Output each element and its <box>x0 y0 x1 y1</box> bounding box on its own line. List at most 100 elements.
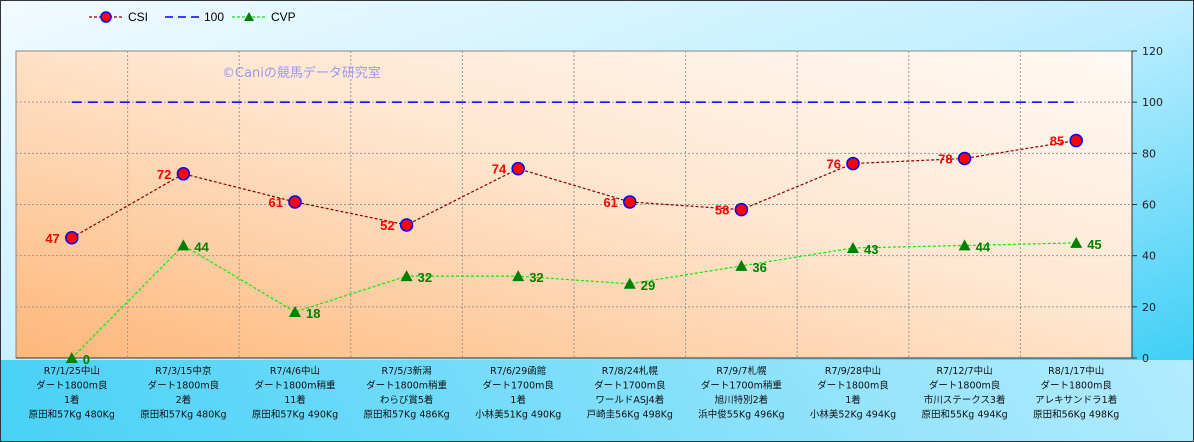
x-tick-label: 原田和57Kg 480Kg <box>140 410 226 421</box>
legend-marker-triangle <box>244 12 254 21</box>
x-tick-label: ダート1700m良 <box>594 380 666 392</box>
x-tick-label: R7/8/24札幌 <box>602 365 659 377</box>
data-label-csi: 47 <box>45 231 59 246</box>
data-point-cvp <box>623 277 636 289</box>
series-line-csi <box>71 139 1077 239</box>
x-tick-label: 原田和56Kg 498Kg <box>1033 410 1119 421</box>
data-label-cvp: 32 <box>529 270 543 285</box>
data-label-csi: 61 <box>269 195 283 210</box>
x-tick-label: ダート1800m良 <box>148 380 220 392</box>
x-tick-label: R7/9/7札幌 <box>716 365 767 377</box>
x-tick-label: R7/1/25中山 <box>44 365 100 377</box>
data-point-csi <box>176 167 191 181</box>
data-point-cvp <box>65 352 78 363</box>
data-point-cvp <box>958 239 971 251</box>
data-point-csi <box>511 161 525 176</box>
x-tick-label: 11着 <box>284 394 306 406</box>
x-tick-label: ダート1800m良 <box>1040 380 1112 392</box>
data-point-cvp <box>1070 236 1083 248</box>
x-tick-label: 原田和55Kg 494Kg <box>921 410 1007 421</box>
y-tick-label: 80 <box>1142 147 1156 160</box>
data-label-csi: 85 <box>1050 134 1064 149</box>
data-label-cvp: 18 <box>306 306 320 321</box>
x-tick-label: 小林美51Kg 490Kg <box>475 409 561 421</box>
x-tick-label: 1着 <box>510 394 526 406</box>
x-tick-label: ダート1700m稍重 <box>701 380 782 392</box>
x-tick-label: 市川ステークス3着 <box>924 394 1006 406</box>
x-tick-label: 原田和57Kg 490Kg <box>252 410 338 421</box>
data-point-csi <box>399 218 414 232</box>
y-axis: 0 20 40 60 80 100 120 <box>16 45 1163 365</box>
data-label-csi: 61 <box>603 195 617 210</box>
data-point-csi <box>623 195 637 209</box>
y-tick-label: 60 <box>1142 199 1156 212</box>
x-tick-label: 浜中俊55Kg 496Kg <box>698 409 784 421</box>
y-tick-label: 20 <box>1142 301 1156 314</box>
data-label-cvp: 32 <box>418 270 432 285</box>
legend-label-cvp: CVP <box>271 10 296 24</box>
data-point-cvp <box>289 305 301 317</box>
data-label-csi: 58 <box>715 203 729 218</box>
x-tick-label: わらび賞5着 <box>380 394 434 406</box>
data-point-cvp <box>177 239 190 251</box>
x-tick-label: R8/1/17中山 <box>1048 365 1104 377</box>
x-tick-label: ダート1800m稍重 <box>255 380 336 392</box>
data-point-cvp <box>735 259 748 271</box>
x-tick-label: 戸崎圭56Kg 498Kg <box>587 409 673 421</box>
x-tick-label: R7/6/29函館 <box>490 365 546 377</box>
grid <box>16 51 1132 358</box>
x-tick-label: R7/5/3新潟 <box>382 365 432 377</box>
data-point-csi <box>846 156 860 171</box>
x-tick-label: R7/3/15中京 <box>155 365 211 377</box>
data-label-csi: 78 <box>938 151 952 166</box>
data-point-csi <box>734 202 749 217</box>
y-tick-label: 40 <box>1142 250 1156 263</box>
data-label-cvp: 45 <box>1087 237 1101 252</box>
legend-marker-circle <box>100 11 112 23</box>
x-tick-label: アレキサンドラ1着 <box>1035 394 1117 406</box>
data-point-csi <box>288 195 302 209</box>
data-point-cvp <box>400 270 413 282</box>
x-tick-label: ダート1800m稍重 <box>366 380 447 392</box>
x-tick-label: R7/9/28中山 <box>825 365 881 377</box>
data-label-cvp: 0 <box>83 352 90 367</box>
x-tick-label: 原田和57Kg 486Kg <box>363 410 449 421</box>
x-tick-label: ダート1700m良 <box>482 380 554 392</box>
data-label-csi: 72 <box>157 167 171 182</box>
legend-label-csi: CSI <box>128 10 148 24</box>
series-line-cvp <box>71 242 1077 359</box>
y-tick-label: 0 <box>1142 352 1149 365</box>
x-tick-label: R7/4/6中山 <box>270 365 320 377</box>
watermark: ©Caniの競馬データ研究室 <box>222 65 381 81</box>
x-tick-label: 1着 <box>845 394 861 406</box>
data-label-csi: 52 <box>380 218 394 233</box>
x-tick-label: 旭川特別2着 <box>715 394 769 406</box>
data-point-cvp <box>847 241 859 253</box>
x-tick-label: 原田和57Kg 480Kg <box>29 410 115 421</box>
legend-label-100: 100 <box>204 10 224 24</box>
data-point-cvp <box>512 270 525 282</box>
data-label-cvp: 36 <box>752 260 766 275</box>
x-tick-label: R7/12/7中山 <box>937 365 993 377</box>
x-tick-label: ダート1800m良 <box>929 380 1001 392</box>
x-tick-label: 2着 <box>176 394 192 406</box>
data-label-cvp: 43 <box>864 242 878 257</box>
data-label-cvp: 44 <box>976 239 991 254</box>
data-point-csi <box>65 231 79 245</box>
legend: CSI 100 CVP <box>89 10 296 24</box>
y-tick-label: 100 <box>1142 96 1163 109</box>
data-label-cvp: 29 <box>641 278 655 293</box>
data-point-csi <box>1069 133 1083 148</box>
x-tick-label: ダート1800m良 <box>36 380 108 392</box>
x-tick-label: ダート1800m良 <box>817 380 889 392</box>
x-tick-label: 1着 <box>64 394 80 406</box>
data-label-cvp: 44 <box>194 239 209 254</box>
data-label-csi: 76 <box>827 157 841 172</box>
x-tick-label: 小林美52Kg 494Kg <box>810 409 896 421</box>
data-label-csi: 74 <box>492 162 507 177</box>
x-tick-label: ワールドASJ4着 <box>595 394 664 406</box>
data-point-csi <box>957 151 972 166</box>
y-tick-label: 120 <box>1142 45 1163 58</box>
